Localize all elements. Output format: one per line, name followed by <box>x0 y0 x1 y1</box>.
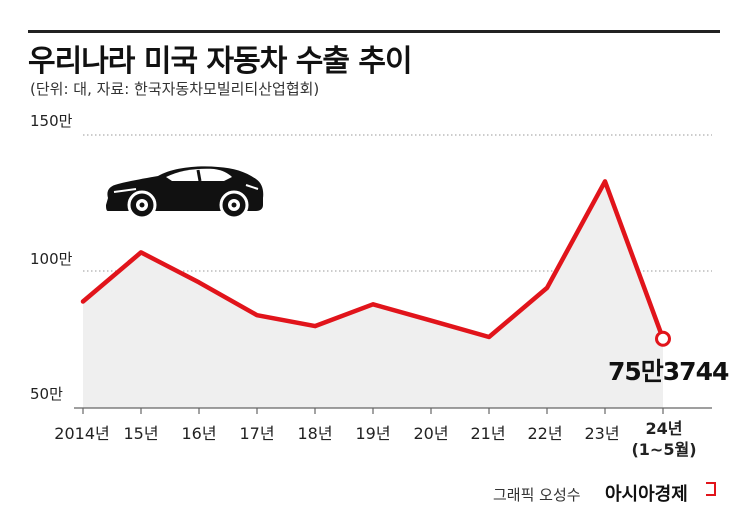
x-tick-label: 18년 <box>297 424 333 443</box>
x-tick-label-note: (1~5월) <box>631 440 697 459</box>
area-fill <box>83 181 663 408</box>
brand-mark-icon <box>706 482 716 496</box>
chart-subtitle: (단위: 대, 자료: 한국자동차모빌리티산업협회) <box>30 80 320 98</box>
x-tick-label-last: 24년 (1~5월) <box>631 418 696 460</box>
y-tick-label-100: 100만 <box>30 250 73 268</box>
x-tick-label: 19년 <box>355 424 391 443</box>
x-tick-label: 17년 <box>239 424 275 443</box>
x-tick-label: 15년 <box>123 424 159 443</box>
x-tick-label: 23년 <box>584 424 620 443</box>
top-rule <box>28 30 720 33</box>
x-tick-label: 21년 <box>470 424 506 443</box>
y-tick-label-50: 50만 <box>30 385 63 403</box>
series-line <box>80 179 666 341</box>
y-tick-label-150: 150만 <box>30 112 73 130</box>
brand-logo: 아시아경제 <box>605 484 688 505</box>
x-tick-label: 16년 <box>181 424 217 443</box>
x-tick-label: 20년 <box>413 424 449 443</box>
sports-car-icon <box>106 166 264 220</box>
chart-title: 우리나라 미국 자동차 수출 추이 <box>28 44 413 79</box>
last-value-annotation: 75만3744 <box>608 357 729 386</box>
x-tick-label: 2014년 <box>54 424 110 443</box>
x-tick-label: 22년 <box>527 424 563 443</box>
x-tick-label-24: 24년 <box>645 419 683 438</box>
graphic-credit: 그래픽 오성수 <box>493 486 581 504</box>
last-point-marker <box>655 330 671 347</box>
